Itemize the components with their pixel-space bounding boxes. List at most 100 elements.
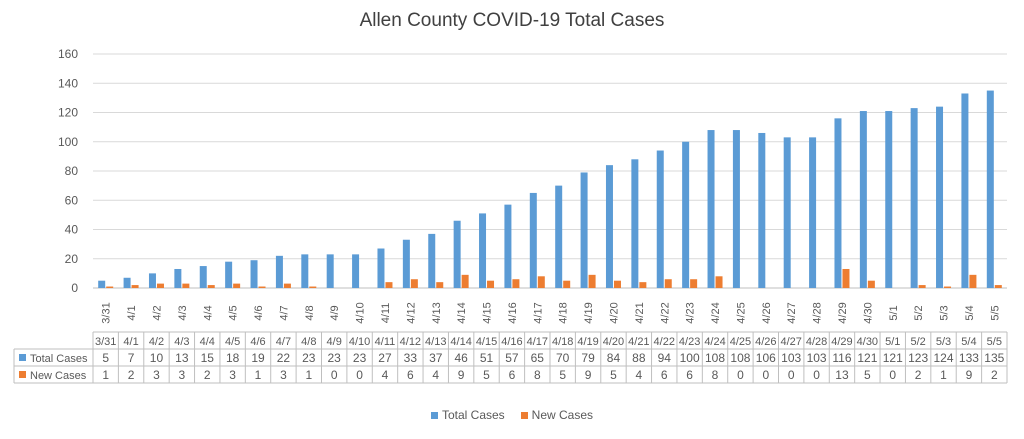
table-cell-total: 123 <box>908 351 928 365</box>
x-tick-label: 5/1 <box>888 305 900 320</box>
bar-total-cases <box>732 130 740 288</box>
bar-new-cases <box>182 283 190 288</box>
table-date-cell: 4/7 <box>276 336 291 348</box>
table-cell-total: 103 <box>781 351 801 365</box>
table-key-new <box>19 371 26 378</box>
table-cell-new: 1 <box>102 368 109 382</box>
x-tick-label: 4/17 <box>532 302 544 323</box>
bar-total-cases <box>529 192 537 288</box>
bar-total-cases <box>199 266 207 288</box>
bar-new-cases <box>664 279 672 288</box>
bar-total-cases <box>758 132 766 288</box>
table-cell-new: 2 <box>915 368 922 382</box>
table-date-cell: 4/30 <box>857 336 878 348</box>
table-date-cell: 4/15 <box>476 336 497 348</box>
x-tick-label: 4/2 <box>151 305 163 320</box>
table-date-cell: 4/17 <box>527 336 548 348</box>
table-date-cell: 4/23 <box>679 336 700 348</box>
table-cell-total: 65 <box>531 351 545 365</box>
table-cell-total: 33 <box>404 351 418 365</box>
table-date-cell: 4/6 <box>250 336 265 348</box>
table-date-cell: 4/25 <box>730 336 751 348</box>
x-tick-label: 4/18 <box>558 302 570 323</box>
bar-total-cases <box>174 268 182 288</box>
y-tick-label: 0 <box>71 281 78 295</box>
bar-new-cases <box>233 283 241 288</box>
table-cell-total: 124 <box>934 351 954 365</box>
table-cell-total: 46 <box>454 351 468 365</box>
bar-new-cases <box>207 285 215 288</box>
table-cell-total: 84 <box>607 351 621 365</box>
bar-total-cases <box>783 137 791 288</box>
legend-item-new: New Cases <box>520 408 593 422</box>
y-tick-label: 60 <box>65 193 79 207</box>
table-cell-total: 23 <box>353 351 367 365</box>
table-cell-total: 103 <box>807 351 827 365</box>
table-cell-total: 94 <box>658 351 672 365</box>
x-tick-label: 5/3 <box>939 305 951 320</box>
table-key-total <box>19 354 26 361</box>
x-tick-label: 4/1 <box>126 305 138 320</box>
table-cell-total: 10 <box>150 351 164 365</box>
bar-total-cases <box>301 254 309 288</box>
x-tick-label: 4/20 <box>608 302 620 323</box>
table-date-cell: 5/3 <box>936 336 951 348</box>
bar-total-cases <box>859 111 867 288</box>
table-cell-new: 4 <box>636 368 643 382</box>
bar-total-cases <box>504 204 512 288</box>
table-cell-new: 2 <box>204 368 211 382</box>
table-date-cell: 4/10 <box>349 336 370 348</box>
y-tick-label: 160 <box>58 47 78 61</box>
table-cell-new: 9 <box>458 368 465 382</box>
table-date-cell: 4/28 <box>806 336 827 348</box>
x-tick-label: 4/6 <box>253 305 265 320</box>
bar-new-cases <box>436 282 444 288</box>
bar-new-cases <box>842 268 850 288</box>
table-cell-total: 22 <box>277 351 291 365</box>
table-cell-new: 2 <box>128 368 135 382</box>
bar-total-cases <box>453 220 461 288</box>
table-row-label-new: New Cases <box>30 370 87 382</box>
x-tick-label: 4/13 <box>431 302 443 323</box>
table-cell-new: 9 <box>585 368 592 382</box>
table-date-cell: 4/3 <box>174 336 189 348</box>
x-tick-label: 4/5 <box>228 305 240 320</box>
table-date-cell: 4/18 <box>552 336 573 348</box>
x-tick-label: 4/14 <box>456 302 468 323</box>
table-date-cell: 4/19 <box>577 336 598 348</box>
table-date-cell: 4/22 <box>654 336 675 348</box>
table-cell-new: 6 <box>407 368 414 382</box>
bar-total-cases <box>428 233 436 288</box>
x-tick-label: 4/12 <box>405 302 417 323</box>
x-tick-label: 4/16 <box>507 302 519 323</box>
bar-new-cases <box>106 286 114 288</box>
table-cell-total: 5 <box>102 351 109 365</box>
table-cell-new: 5 <box>483 368 490 382</box>
table-cell-total: 27 <box>378 351 392 365</box>
table-cell-new: 0 <box>889 368 896 382</box>
bar-total-cases <box>885 111 893 288</box>
table-cell-new: 6 <box>686 368 693 382</box>
table-cell-total: 88 <box>632 351 646 365</box>
table-cell-new: 3 <box>153 368 160 382</box>
bar-new-cases <box>944 286 952 288</box>
table-cell-new: 0 <box>737 368 744 382</box>
bar-new-cases <box>385 282 393 288</box>
table-cell-total: 79 <box>581 351 595 365</box>
bar-new-cases <box>512 279 520 288</box>
table-date-cell: 5/4 <box>961 336 976 348</box>
table-cell-new: 13 <box>835 368 849 382</box>
table-cell-new: 6 <box>509 368 516 382</box>
legend-item-total: Total Cases <box>430 408 505 422</box>
table-cell-new: 0 <box>356 368 363 382</box>
bar-total-cases <box>377 248 385 288</box>
x-tick-label: 4/11 <box>380 303 392 324</box>
x-tick-label: 4/24 <box>710 302 722 323</box>
table-cell-new: 4 <box>382 368 389 382</box>
bar-new-cases <box>487 280 495 288</box>
table-cell-total: 51 <box>480 351 494 365</box>
bar-new-cases <box>715 276 723 288</box>
bar-new-cases <box>563 280 571 288</box>
table-cell-new: 0 <box>788 368 795 382</box>
